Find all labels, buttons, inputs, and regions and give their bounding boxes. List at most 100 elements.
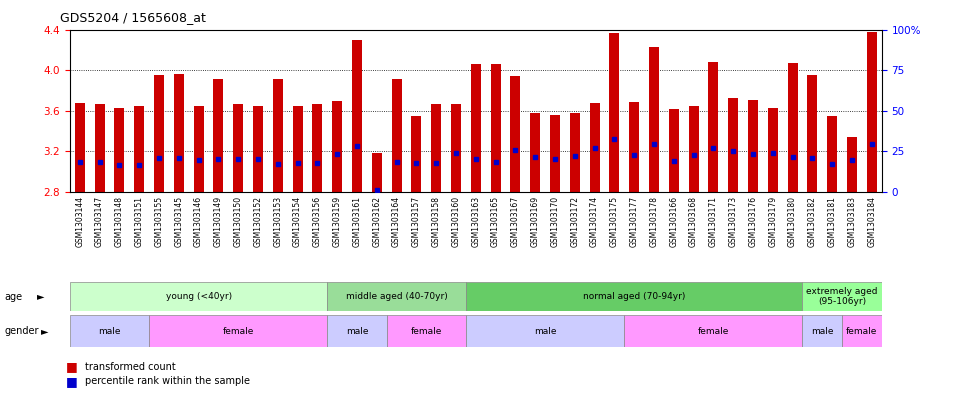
Bar <box>115 108 124 192</box>
Text: GSM1303151: GSM1303151 <box>135 196 144 247</box>
Text: normal aged (70-94yr): normal aged (70-94yr) <box>583 292 686 301</box>
Bar <box>466 282 802 311</box>
Text: male: male <box>346 327 368 336</box>
Text: extremely aged
(95-106yr): extremely aged (95-106yr) <box>806 287 878 306</box>
Bar <box>233 104 243 192</box>
Text: male: male <box>811 327 833 336</box>
Text: GSM1303176: GSM1303176 <box>749 196 757 248</box>
Bar <box>412 116 421 192</box>
Bar <box>292 106 303 192</box>
Text: GSM1303173: GSM1303173 <box>728 196 738 248</box>
Text: GSM1303182: GSM1303182 <box>808 196 817 247</box>
Text: GSM1303165: GSM1303165 <box>491 196 500 248</box>
Bar <box>327 282 466 311</box>
Bar <box>154 75 164 192</box>
Bar <box>688 106 698 192</box>
Text: GSM1303166: GSM1303166 <box>669 196 679 248</box>
Bar <box>490 64 500 192</box>
Bar <box>842 315 882 347</box>
Text: GSM1303156: GSM1303156 <box>313 196 322 248</box>
Bar <box>802 315 842 347</box>
Bar <box>372 152 382 192</box>
Text: GSM1303170: GSM1303170 <box>551 196 559 248</box>
Text: GSM1303175: GSM1303175 <box>610 196 619 248</box>
Text: GSM1303162: GSM1303162 <box>372 196 382 247</box>
Text: GSM1303163: GSM1303163 <box>471 196 481 248</box>
Text: male: male <box>98 327 120 336</box>
Text: gender: gender <box>5 326 40 336</box>
Text: GSM1303169: GSM1303169 <box>531 196 540 248</box>
Bar <box>669 109 679 192</box>
Text: transformed count: transformed count <box>85 362 176 372</box>
Text: ■: ■ <box>66 375 78 387</box>
Text: male: male <box>534 327 556 336</box>
Bar <box>352 40 362 192</box>
Text: GSM1303153: GSM1303153 <box>273 196 283 248</box>
Text: GSM1303144: GSM1303144 <box>76 196 84 248</box>
Bar <box>550 115 560 192</box>
Bar <box>624 315 802 347</box>
Bar <box>150 315 327 347</box>
Bar <box>787 63 797 192</box>
Bar <box>649 47 659 192</box>
Bar <box>452 104 461 192</box>
Text: GSM1303158: GSM1303158 <box>432 196 441 247</box>
Bar <box>570 113 580 192</box>
Text: GSM1303164: GSM1303164 <box>392 196 401 248</box>
Bar <box>847 137 857 192</box>
Bar <box>134 106 144 192</box>
Text: GSM1303167: GSM1303167 <box>511 196 519 248</box>
Bar <box>193 106 204 192</box>
Text: GSM1303179: GSM1303179 <box>768 196 777 248</box>
Text: GSM1303183: GSM1303183 <box>848 196 856 247</box>
Text: middle aged (40-70yr): middle aged (40-70yr) <box>346 292 448 301</box>
Bar <box>391 79 402 192</box>
Text: GSM1303157: GSM1303157 <box>412 196 420 248</box>
Bar <box>70 282 327 311</box>
Text: GSM1303161: GSM1303161 <box>352 196 361 247</box>
Text: GSM1303168: GSM1303168 <box>689 196 698 247</box>
Bar <box>332 101 342 192</box>
Bar <box>530 113 540 192</box>
Bar <box>386 315 466 347</box>
Text: GSM1303174: GSM1303174 <box>590 196 599 248</box>
Bar <box>827 116 837 192</box>
Text: ►: ► <box>41 326 49 336</box>
Text: GSM1303154: GSM1303154 <box>293 196 302 248</box>
Bar <box>867 32 877 192</box>
Bar <box>728 98 738 192</box>
Bar <box>313 104 322 192</box>
Text: GSM1303178: GSM1303178 <box>650 196 658 247</box>
Text: GSM1303152: GSM1303152 <box>253 196 262 247</box>
Bar <box>466 315 624 347</box>
Text: GSM1303177: GSM1303177 <box>629 196 639 248</box>
Bar <box>589 103 599 192</box>
Text: female: female <box>698 327 729 336</box>
Bar <box>808 75 818 192</box>
Text: GSM1303150: GSM1303150 <box>234 196 243 248</box>
Text: GSM1303146: GSM1303146 <box>194 196 203 248</box>
Text: GSM1303147: GSM1303147 <box>95 196 104 248</box>
Text: GSM1303155: GSM1303155 <box>154 196 163 248</box>
Bar <box>327 315 386 347</box>
Text: GSM1303159: GSM1303159 <box>333 196 342 248</box>
Text: GSM1303149: GSM1303149 <box>214 196 223 248</box>
Bar <box>273 79 283 192</box>
Bar <box>748 100 758 192</box>
Bar <box>471 64 481 192</box>
Text: age: age <box>5 292 23 301</box>
Bar <box>75 103 84 192</box>
Text: GSM1303171: GSM1303171 <box>709 196 718 247</box>
Text: GSM1303181: GSM1303181 <box>827 196 837 247</box>
Bar <box>610 33 619 192</box>
Bar <box>253 106 263 192</box>
Text: female: female <box>411 327 442 336</box>
Bar <box>802 282 882 311</box>
Text: ►: ► <box>37 292 45 301</box>
Bar <box>214 79 223 192</box>
Text: young (<40yr): young (<40yr) <box>165 292 232 301</box>
Text: GSM1303172: GSM1303172 <box>570 196 580 247</box>
Text: GSM1303160: GSM1303160 <box>452 196 460 248</box>
Bar <box>94 104 105 192</box>
Text: GSM1303184: GSM1303184 <box>867 196 876 247</box>
